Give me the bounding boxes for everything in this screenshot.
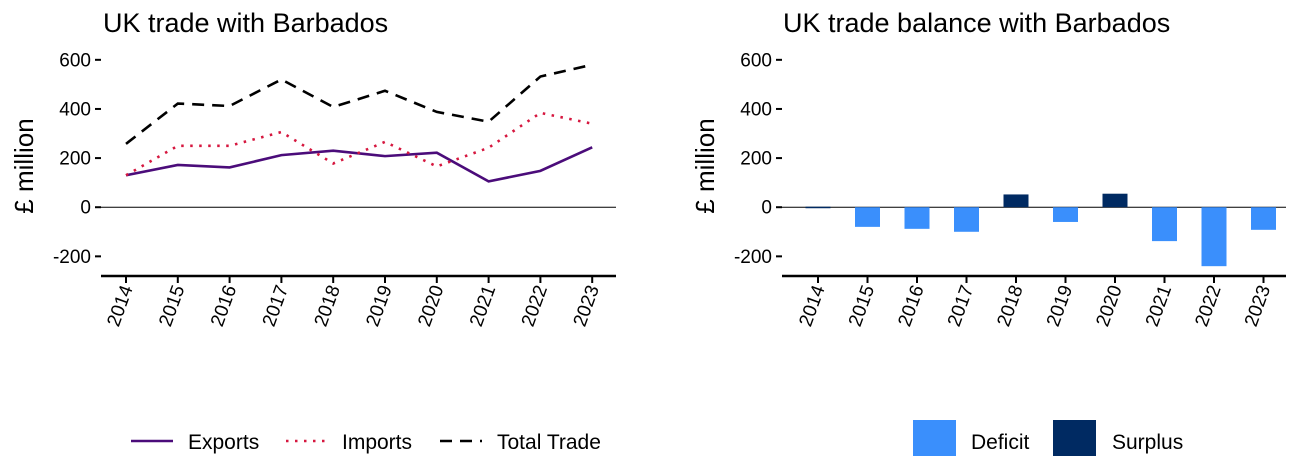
y-axis-label: £ million <box>690 118 720 213</box>
trade-balance-bar-chart: UK trade balance with Barbados £ million… <box>690 8 1286 456</box>
chart-title: UK trade balance with Barbados <box>783 8 1170 38</box>
legend-label: Deficit <box>971 431 1030 454</box>
x-tick-label: 2022 <box>1192 283 1226 330</box>
chart-title: UK trade with Barbados <box>103 8 388 38</box>
y-tick-label: 400 <box>740 99 772 120</box>
x-tick-label: 2016 <box>895 283 929 330</box>
bar <box>904 207 930 229</box>
legend-label: Total Trade <box>497 431 601 454</box>
bar <box>855 207 880 227</box>
x-tick-label: 2018 <box>994 283 1028 330</box>
bar <box>1003 194 1029 208</box>
x-tick-label: 2019 <box>1043 283 1077 330</box>
legend: Deficit Surplus <box>913 420 1183 456</box>
legend-label: Surplus <box>1112 431 1183 454</box>
x-tick-label: 2021 <box>1142 283 1176 330</box>
series-line-total-trade <box>125 63 593 145</box>
x-tick-label: 2015 <box>845 283 879 330</box>
x-tick-label: 2023 <box>570 283 604 330</box>
bar <box>1102 193 1128 208</box>
y-tick-label: 0 <box>80 198 91 219</box>
series-line-imports <box>125 111 593 177</box>
x-tick-label: 2020 <box>414 283 448 330</box>
y-tick-label: -200 <box>53 247 91 268</box>
x-tick-label: 2023 <box>1241 283 1275 330</box>
x-tick-label: 2016 <box>207 283 241 330</box>
bar <box>1152 207 1177 242</box>
trade-line-chart: UK trade with Barbados £ million -200 0 20… <box>9 8 616 454</box>
plot-area <box>805 193 1276 267</box>
plot-area <box>125 63 593 183</box>
legend-label: Imports <box>342 431 412 454</box>
x-tick-label: 2015 <box>155 283 189 330</box>
x-tick-label: 2017 <box>259 283 293 330</box>
y-tick-label: 600 <box>59 50 91 71</box>
y-axis-label: £ million <box>9 118 39 213</box>
bar <box>1251 207 1276 230</box>
bar <box>1201 207 1227 267</box>
legend-swatch <box>913 420 956 456</box>
bar <box>805 206 831 209</box>
x-tick-label: 2019 <box>363 283 397 330</box>
bar <box>1053 207 1078 222</box>
y-axis: -200 0 200 400 600 <box>53 50 616 268</box>
legend: Exports Imports Total Trade <box>131 431 601 454</box>
bar <box>954 207 979 232</box>
y-tick-label: 200 <box>59 149 91 170</box>
legend-label: Exports <box>188 431 259 454</box>
y-tick-label: 0 <box>761 198 772 219</box>
legend-swatch <box>1053 420 1096 456</box>
x-tick-label: 2017 <box>944 283 978 330</box>
x-tick-label: 2021 <box>466 283 500 330</box>
x-tick-label: 2014 <box>796 282 830 329</box>
y-tick-label: 200 <box>740 149 772 170</box>
x-tick-label: 2020 <box>1093 283 1127 330</box>
x-tick-label: 2014 <box>104 282 138 329</box>
y-tick-label: -200 <box>734 247 772 268</box>
x-axis: 2014 2015 2016 2017 2018 2019 2020 2021 2022 2023 <box>782 274 1286 330</box>
x-tick-label: 2018 <box>311 283 345 330</box>
x-tick-label: 2022 <box>518 283 552 330</box>
y-tick-label: 400 <box>59 99 91 120</box>
y-tick-label: 600 <box>740 50 772 71</box>
x-axis: 2014 2015 2016 2017 2018 2019 2020 2021 2022 2023 <box>101 274 616 330</box>
